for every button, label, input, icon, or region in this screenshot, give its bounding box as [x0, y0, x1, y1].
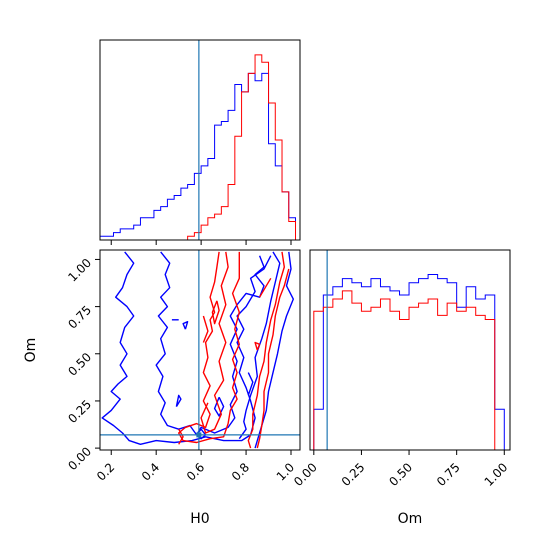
om-histogram-series-1 — [313, 290, 505, 450]
contour-series-1-line-2 — [247, 251, 285, 449]
om-histogram-plot-area — [313, 250, 505, 450]
x-axis-label-om: Om — [398, 511, 423, 527]
contour-series-0-line-5 — [182, 321, 189, 330]
contour-series-1-line-4 — [211, 300, 220, 325]
contour-series-1-line-7 — [254, 341, 261, 351]
contour-x-tick-label-3: 0.8 — [229, 460, 252, 483]
contour-series-0-line-1 — [155, 251, 265, 436]
contour-x-tick-label-1: 0.4 — [139, 460, 162, 483]
contour-series-0-line-3 — [238, 251, 281, 440]
contour-series-1-line-3 — [256, 268, 290, 449]
om-histogram-panel: 0.00 0.25 0.50 0.75 1.00 — [291, 249, 511, 489]
contour-series-0-line-8 — [175, 394, 182, 407]
om-histogram-series-0 — [313, 274, 505, 450]
x-axis-label-h0: H0 — [190, 511, 209, 527]
om-histogram-frame — [309, 249, 511, 451]
om-histogram-x-tick-label-1: 0.25 — [339, 460, 368, 489]
contour-y-tick-label-4: 1.00 — [65, 256, 94, 285]
om-histogram-x-tick-label-3: 0.75 — [434, 460, 463, 489]
h0-histogram-plot-area — [100, 40, 297, 240]
h0-histogram-frame — [99, 39, 301, 241]
om-histogram-x-tick-label-4: 1.00 — [482, 460, 511, 489]
contour-series-1-line-6 — [258, 277, 272, 298]
contour-series-1-line-0 — [178, 251, 240, 444]
om-histogram-x-tick-label-0: 0.00 — [291, 460, 320, 489]
contour-y-tick-label-1: 0.25 — [65, 397, 94, 426]
contour-series-0-line-9 — [247, 372, 254, 396]
contour-truth-marker — [196, 432, 202, 438]
contour-x-tick-label-2: 0.6 — [184, 460, 207, 483]
contour-series-0-line-4 — [213, 396, 225, 417]
contour-series-1-line-8 — [178, 428, 184, 445]
contour-plot-area — [100, 250, 300, 450]
contour-series-1-line-5 — [202, 315, 209, 343]
contour-frame — [99, 249, 301, 451]
contour-x-tick-label-0: 0.2 — [94, 460, 117, 483]
h0-histogram-series-0 — [100, 72, 297, 240]
y-axis-label-om: Om — [23, 338, 39, 363]
contour-y-tick-label-3: 0.75 — [65, 303, 94, 332]
h0-histogram-panel — [99, 39, 301, 245]
h0-om-contour-panel: 0.2 0.4 0.6 0.8 1.00.000.250.500.751.00 — [65, 249, 301, 484]
h0-histogram-series-1 — [100, 54, 297, 240]
om-histogram-x-tick-label-2: 0.50 — [386, 460, 415, 489]
contour-series-1-line-1 — [200, 251, 229, 434]
contour-y-tick-label-0: 0.00 — [65, 444, 94, 473]
contour-y-tick-label-2: 0.50 — [65, 350, 94, 379]
